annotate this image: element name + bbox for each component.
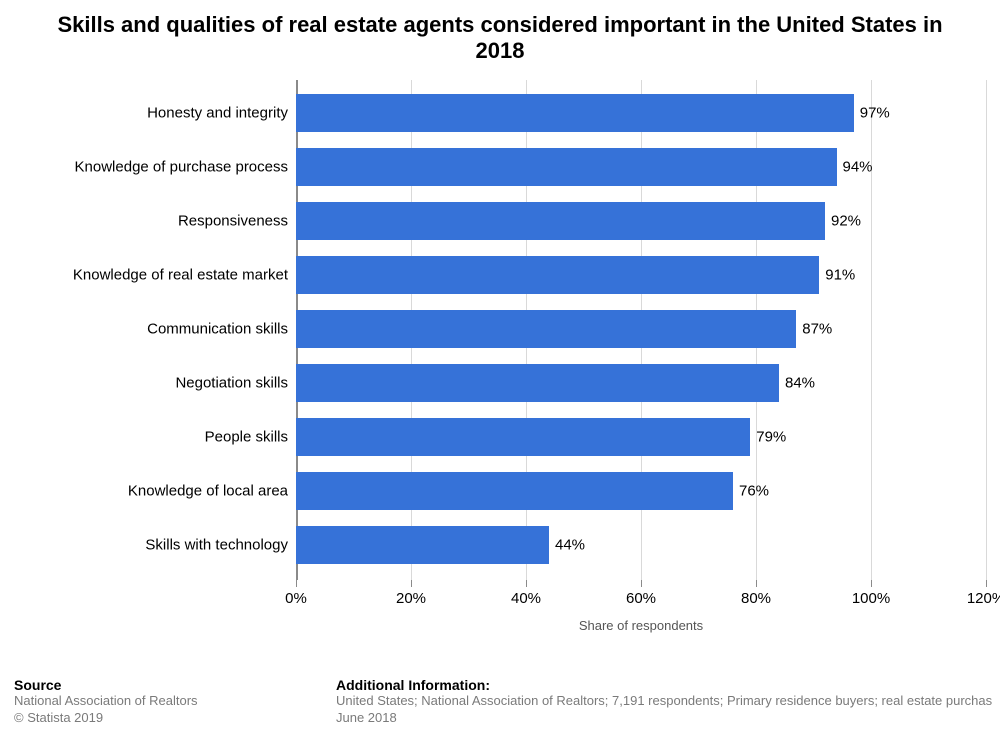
x-tick-mark bbox=[296, 580, 297, 587]
grid-line bbox=[986, 80, 987, 580]
y-tick-label: Negotiation skills bbox=[8, 375, 288, 392]
source-line1: National Association of Realtors bbox=[14, 693, 314, 710]
bar-value-label: 79% bbox=[750, 429, 786, 446]
bar: 44% bbox=[296, 526, 549, 564]
bar-row: 92% bbox=[296, 202, 825, 240]
x-tick-mark bbox=[756, 580, 757, 587]
y-tick-label: Communication skills bbox=[8, 321, 288, 338]
bar: 84% bbox=[296, 364, 779, 402]
bar: 76% bbox=[296, 472, 733, 510]
x-tick-mark bbox=[641, 580, 642, 587]
bar: 79% bbox=[296, 418, 750, 456]
bar-row: 44% bbox=[296, 526, 549, 564]
x-tick-label: 0% bbox=[285, 590, 307, 607]
bar-value-label: 87% bbox=[796, 321, 832, 338]
bar-value-label: 97% bbox=[854, 105, 890, 122]
additional-info-heading: Additional Information: bbox=[336, 677, 1000, 693]
x-tick-label: 60% bbox=[626, 590, 656, 607]
x-tick-label: 20% bbox=[396, 590, 426, 607]
chart-title: Skills and qualities of real estate agen… bbox=[0, 0, 1000, 68]
x-tick-mark bbox=[526, 580, 527, 587]
bar-value-label: 44% bbox=[549, 537, 585, 554]
y-tick-label: Knowledge of purchase process bbox=[8, 159, 288, 176]
chart-footer: Source National Association of Realtors … bbox=[14, 677, 1000, 733]
bar-row: 97% bbox=[296, 94, 854, 132]
bar: 97% bbox=[296, 94, 854, 132]
x-tick-mark bbox=[871, 580, 872, 587]
source-block: Source National Association of Realtors … bbox=[14, 677, 314, 727]
bar-value-label: 91% bbox=[819, 267, 855, 284]
bar-row: 91% bbox=[296, 256, 819, 294]
bar-row: 87% bbox=[296, 310, 796, 348]
x-tick-mark bbox=[986, 580, 987, 587]
chart-container: Skills and qualities of real estate agen… bbox=[0, 0, 1000, 743]
additional-info-line1: United States; National Association of R… bbox=[336, 693, 1000, 710]
chart-area: 97% 94% 92% 91% 87% 84% 79% 76% 44% Share of res… bbox=[0, 80, 1000, 638]
grid-line bbox=[871, 80, 872, 580]
bar-row: 94% bbox=[296, 148, 837, 186]
bar-value-label: 76% bbox=[733, 483, 769, 500]
bar-value-label: 92% bbox=[825, 213, 861, 230]
y-tick-label: Responsiveness bbox=[8, 213, 288, 230]
bar-row: 84% bbox=[296, 364, 779, 402]
x-tick-mark bbox=[411, 580, 412, 587]
y-tick-label: Skills with technology bbox=[8, 537, 288, 554]
x-tick-label: 120% bbox=[967, 590, 1000, 607]
y-tick-label: Honesty and integrity bbox=[8, 105, 288, 122]
x-tick-label: 40% bbox=[511, 590, 541, 607]
bar-row: 76% bbox=[296, 472, 733, 510]
y-tick-label: People skills bbox=[8, 429, 288, 446]
bar: 91% bbox=[296, 256, 819, 294]
chart-title-text: Skills and qualities of real estate agen… bbox=[57, 12, 942, 63]
additional-info-line2: June 2018 bbox=[336, 710, 1000, 727]
additional-info-block: Additional Information: United States; N… bbox=[336, 677, 1000, 727]
x-tick-label: 80% bbox=[741, 590, 771, 607]
source-line2: © Statista 2019 bbox=[14, 710, 314, 727]
bar: 92% bbox=[296, 202, 825, 240]
source-heading: Source bbox=[14, 677, 314, 693]
bar: 94% bbox=[296, 148, 837, 186]
x-axis-title: Share of respondents bbox=[296, 618, 986, 633]
plot-region: 97% 94% 92% 91% 87% 84% 79% 76% 44% bbox=[296, 80, 986, 580]
bar: 87% bbox=[296, 310, 796, 348]
bar-value-label: 94% bbox=[837, 159, 873, 176]
bar-row: 79% bbox=[296, 418, 750, 456]
y-tick-label: Knowledge of local area bbox=[8, 483, 288, 500]
y-tick-label: Knowledge of real estate market bbox=[8, 267, 288, 284]
bar-value-label: 84% bbox=[779, 375, 815, 392]
x-tick-label: 100% bbox=[852, 590, 890, 607]
